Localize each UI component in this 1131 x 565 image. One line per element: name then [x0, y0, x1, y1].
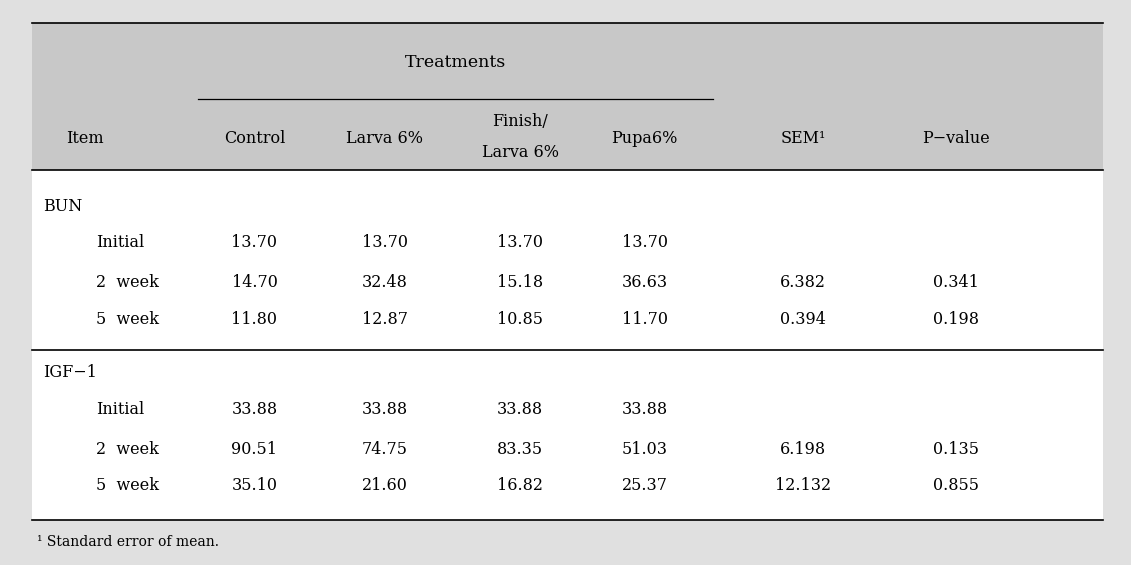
Text: 5  week: 5 week [96, 477, 159, 494]
Text: 2  week: 2 week [96, 274, 159, 291]
Text: 0.198: 0.198 [933, 311, 978, 328]
Text: 74.75: 74.75 [362, 441, 407, 458]
Text: Finish/: Finish/ [492, 113, 549, 130]
Text: 12.132: 12.132 [775, 477, 831, 494]
Text: 51.03: 51.03 [622, 441, 667, 458]
Text: Pupa6%: Pupa6% [612, 130, 677, 147]
Text: 21.60: 21.60 [362, 477, 407, 494]
Text: 83.35: 83.35 [498, 441, 543, 458]
Text: 35.10: 35.10 [232, 477, 277, 494]
Text: P−value: P−value [922, 130, 990, 147]
Text: 90.51: 90.51 [232, 441, 277, 458]
Text: 6.382: 6.382 [780, 274, 826, 291]
Bar [32, 170, 1103, 520]
Text: 11.70: 11.70 [622, 311, 667, 328]
Text: 13.70: 13.70 [498, 234, 543, 251]
Text: BUN: BUN [43, 198, 83, 215]
Text: Larva 6%: Larva 6% [346, 130, 423, 147]
Text: ¹ Standard error of mean.: ¹ Standard error of mean. [37, 536, 219, 549]
Text: Initial: Initial [96, 401, 145, 418]
Text: 0.855: 0.855 [933, 477, 978, 494]
Text: Initial: Initial [96, 234, 145, 251]
Text: 33.88: 33.88 [498, 401, 543, 418]
Text: Treatments: Treatments [405, 54, 506, 71]
Text: 12.87: 12.87 [362, 311, 407, 328]
Text: 14.70: 14.70 [232, 274, 277, 291]
Text: 33.88: 33.88 [232, 401, 277, 418]
Text: 11.80: 11.80 [232, 311, 277, 328]
Text: 15.18: 15.18 [498, 274, 543, 291]
Text: 16.82: 16.82 [498, 477, 543, 494]
Text: 13.70: 13.70 [232, 234, 277, 251]
Text: Control: Control [224, 130, 285, 147]
Text: 0.135: 0.135 [933, 441, 978, 458]
Text: Larva 6%: Larva 6% [482, 144, 559, 161]
Bar [32, 23, 1103, 170]
Text: 6.198: 6.198 [780, 441, 826, 458]
Text: 5  week: 5 week [96, 311, 159, 328]
Text: 2  week: 2 week [96, 441, 159, 458]
Text: 33.88: 33.88 [362, 401, 407, 418]
Text: 13.70: 13.70 [362, 234, 407, 251]
Text: 0.341: 0.341 [933, 274, 978, 291]
Text: 33.88: 33.88 [622, 401, 667, 418]
Text: 0.394: 0.394 [780, 311, 826, 328]
Text: SEM¹: SEM¹ [780, 130, 826, 147]
Text: 36.63: 36.63 [622, 274, 667, 291]
Text: 25.37: 25.37 [622, 477, 667, 494]
Text: 13.70: 13.70 [622, 234, 667, 251]
Text: Item: Item [66, 130, 104, 147]
Text: 10.85: 10.85 [498, 311, 543, 328]
Text: IGF−1: IGF−1 [43, 364, 97, 381]
Text: 32.48: 32.48 [362, 274, 407, 291]
